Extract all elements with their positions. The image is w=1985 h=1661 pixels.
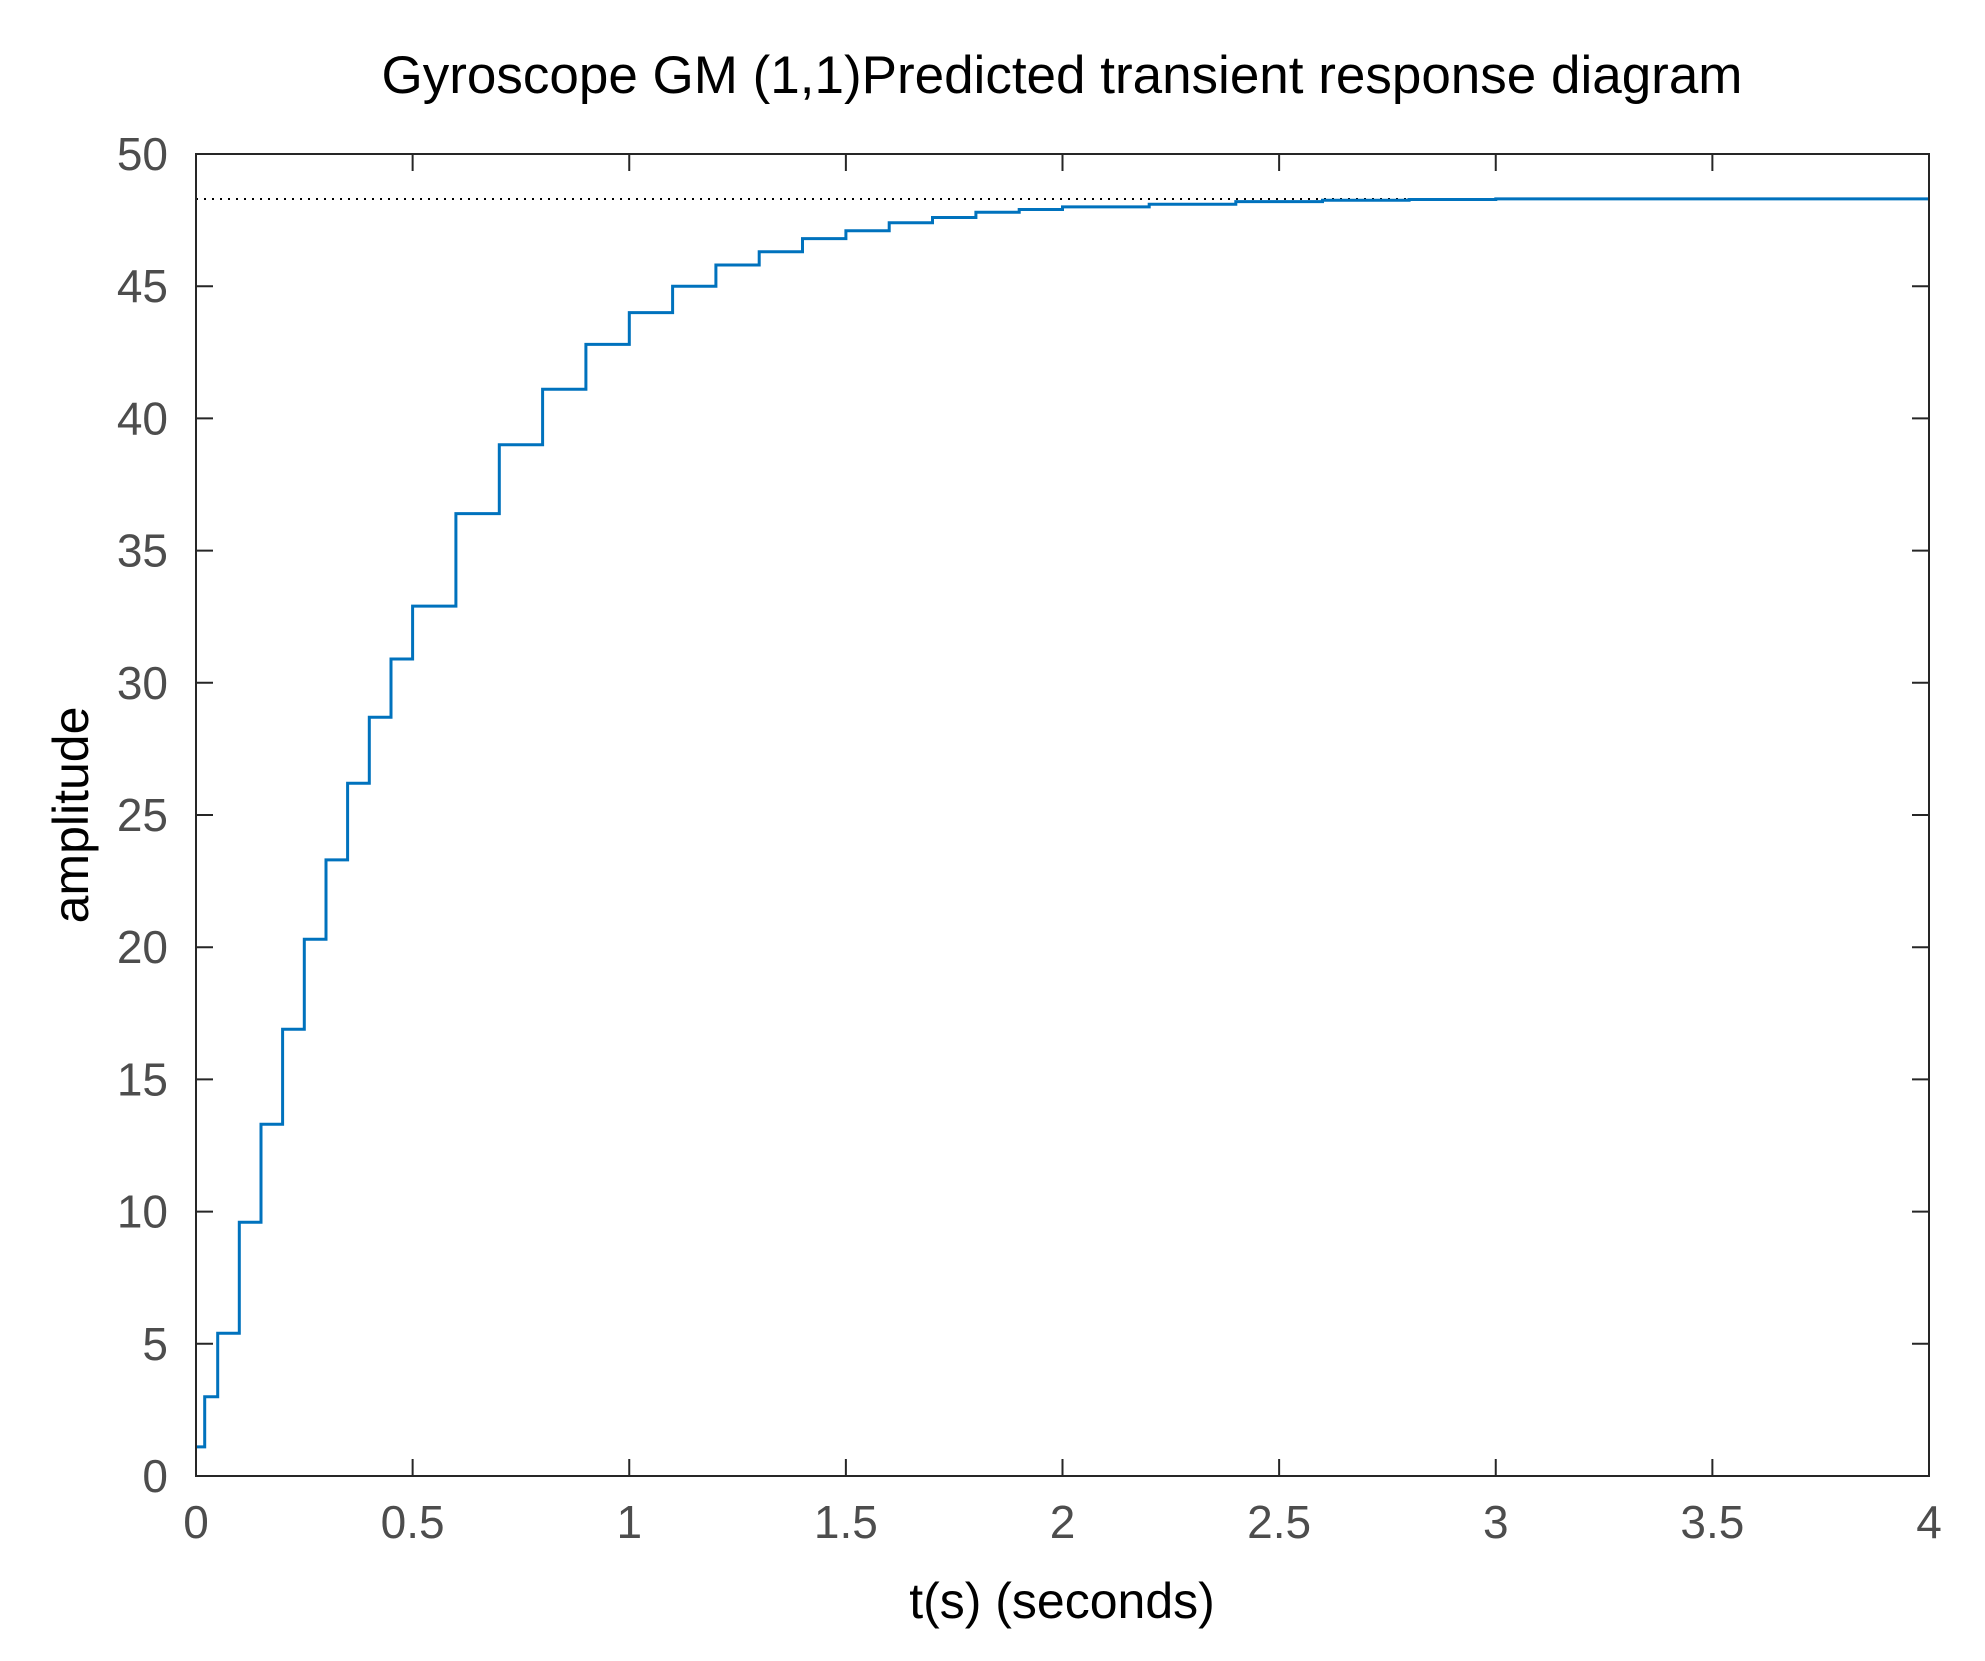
x-axis-label: t(s) (seconds) bbox=[909, 1573, 1215, 1629]
x-tick-label: 0.5 bbox=[381, 1496, 445, 1548]
x-tick-label: 2.5 bbox=[1247, 1496, 1311, 1548]
y-tick-label: 10 bbox=[117, 1186, 168, 1238]
y-tick-label: 50 bbox=[117, 128, 168, 180]
y-tick-label: 45 bbox=[117, 260, 168, 312]
x-tick-label: 2 bbox=[1050, 1496, 1076, 1548]
x-tick-label: 4 bbox=[1916, 1496, 1942, 1548]
y-axis-label: amplitude bbox=[43, 707, 99, 924]
y-tick-label: 30 bbox=[117, 657, 168, 709]
y-tick-label: 0 bbox=[142, 1450, 168, 1502]
y-tick-label: 40 bbox=[117, 392, 168, 444]
y-tick-label: 25 bbox=[117, 789, 168, 841]
y-tick-label: 20 bbox=[117, 921, 168, 973]
y-tick-label: 15 bbox=[117, 1053, 168, 1105]
plot-area bbox=[196, 154, 1929, 1476]
series-line-step-response bbox=[196, 197, 1929, 1449]
chart-title: Gyroscope GM (1,1)Predicted transient re… bbox=[382, 46, 1743, 105]
x-tick-label: 1.5 bbox=[814, 1496, 878, 1548]
x-tick-label: 3.5 bbox=[1680, 1496, 1744, 1548]
y-tick-label: 5 bbox=[142, 1318, 168, 1370]
x-tick-label: 0 bbox=[183, 1496, 209, 1548]
plot-frame bbox=[195, 153, 1930, 1477]
y-tick-label: 35 bbox=[117, 525, 168, 577]
x-tick-label: 3 bbox=[1483, 1496, 1509, 1548]
x-tick-label: 1 bbox=[616, 1496, 642, 1548]
